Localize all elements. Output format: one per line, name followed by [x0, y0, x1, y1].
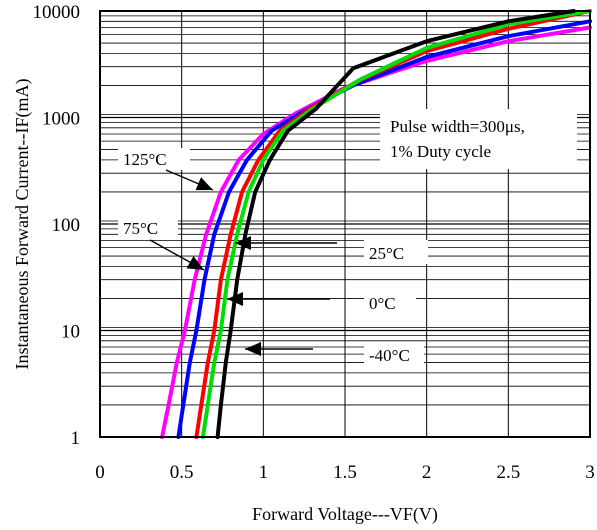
annotation-group: Pulse width=300μs, 1% Duty cycle 125°C 75°C… [118, 109, 577, 366]
series-line--40C [215, 9, 576, 439]
series-label: 25°C [369, 244, 404, 263]
series-label: -40°C [369, 346, 410, 365]
series-line-125C [160, 25, 592, 439]
series-label: 125°C [123, 150, 167, 169]
series-label-box [364, 240, 428, 264]
y-tick-label: 1000 [42, 109, 80, 130]
series-line-25C [194, 9, 592, 439]
y-axis-title: Instantaneous Forward Current--IF(mA) [12, 79, 33, 370]
series-line-0C [200, 9, 592, 439]
x-tick-label: 0 [95, 462, 105, 483]
arrow-head [235, 236, 251, 250]
series-label-box [118, 148, 190, 170]
series-label-box [364, 342, 424, 366]
plot-frame [99, 10, 591, 438]
tick-labels: 0 0.5 1 1.5 2 2.5 3 1 10 100 1000 10000 [33, 2, 595, 483]
series-group [160, 9, 592, 439]
x-tick-label: 2.5 [496, 462, 520, 483]
x-axis-title: Forward Voltage---VF(V) [252, 504, 438, 525]
series-label: 75°C [123, 219, 158, 238]
series-label-box [118, 217, 178, 239]
x-tick-label: 0.5 [170, 462, 194, 483]
series-label-box [364, 290, 416, 314]
arrow-head [186, 256, 204, 270]
note-box [380, 109, 577, 169]
x-tick-label: 3 [585, 462, 595, 483]
x-tick-label: 1.5 [333, 462, 357, 483]
y-tick-label: 100 [52, 215, 81, 236]
arrow-head [227, 292, 243, 306]
y-tick-label: 10000 [33, 2, 81, 23]
arrow-head [245, 342, 261, 356]
y-tick-label: 10 [61, 322, 80, 343]
arrow-head [195, 177, 213, 191]
series-label: 0°C [369, 294, 396, 313]
y-tick-label: 1 [71, 428, 81, 449]
series-line-75C [176, 19, 592, 439]
x-tick-label: 1 [259, 462, 269, 483]
note-line: Pulse width=300μs, [390, 117, 525, 136]
note-line: 1% Duty cycle [390, 142, 491, 161]
x-tick-label: 2 [422, 462, 432, 483]
